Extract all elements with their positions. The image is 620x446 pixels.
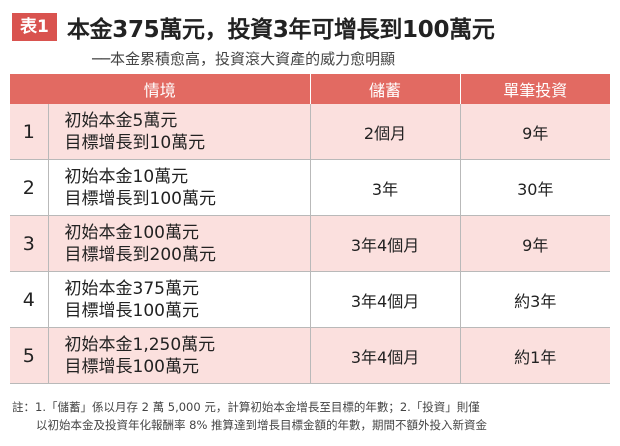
scenario-number: 2 (10, 159, 49, 216)
scenario-number: 3 (10, 215, 49, 272)
table-row: 1 初始本金5萬元 目標增長到10萬元 2個月 9年 (10, 104, 611, 160)
table-row: 3 初始本金100萬元 目標增長到200萬元 3年4個月 9年 (10, 215, 611, 272)
scenario-target: 目標增長到200萬元 (64, 244, 216, 265)
scenario-number: 4 (10, 271, 49, 328)
comparison-table: 情境 儲蓄 單筆投資 1 初始本金5萬元 目標增長到10萬元 2個月 9年 2 … (10, 74, 611, 384)
scenario-target: 目標增長100萬元 (64, 300, 199, 321)
footnote-line-1: 註：1.「儲蓄」係以月存 2 萬 5,000 元，計算初始本金增長至目標的年數；… (12, 400, 480, 414)
scenario-description: 初始本金1,250萬元 目標增長100萬元 (48, 327, 311, 384)
column-header-saving: 儲蓄 (310, 74, 461, 104)
footnote: 註：1.「儲蓄」係以月存 2 萬 5,000 元，計算初始本金增長至目標的年數；… (12, 398, 612, 434)
saving-duration: 3年4個月 (310, 215, 461, 272)
scenario-principal: 初始本金100萬元 (64, 222, 199, 243)
investment-duration: 9年 (460, 215, 611, 272)
table-row: 5 初始本金1,250萬元 目標增長100萬元 3年4個月 約1年 (10, 327, 611, 384)
saving-duration: 3年4個月 (310, 327, 461, 384)
column-header-investment: 單筆投資 (460, 74, 611, 104)
table-title: 本金375萬元，投資3年可增長到100萬元 (66, 17, 495, 43)
table-subtitle: ──本金累積愈高，投資滾大資產的威力愈明顯 (92, 50, 396, 68)
saving-duration: 2個月 (310, 104, 461, 160)
scenario-description: 初始本金5萬元 目標增長到10萬元 (48, 104, 311, 160)
scenario-target: 目標增長100萬元 (64, 356, 199, 377)
table-header-row: 情境 儲蓄 單筆投資 (10, 74, 611, 104)
footnote-line-2: 以初始本金及投資年化報酬率 8% 推算達到增長目標金額的年數，期間不額外投入新資… (36, 418, 488, 432)
column-header-scenario: 情境 (10, 74, 311, 104)
scenario-principal: 初始本金10萬元 (64, 166, 189, 187)
scenario-description: 初始本金375萬元 目標增長100萬元 (48, 271, 311, 328)
scenario-description: 初始本金100萬元 目標增長到200萬元 (48, 215, 311, 272)
scenario-number: 5 (10, 327, 49, 384)
scenario-target: 目標增長到10萬元 (64, 132, 206, 153)
scenario-description: 初始本金10萬元 目標增長到100萬元 (48, 159, 311, 216)
saving-duration: 3年4個月 (310, 271, 461, 328)
table-row: 2 初始本金10萬元 目標增長到100萬元 3年 30年 (10, 159, 611, 216)
investment-duration: 約3年 (460, 271, 611, 328)
table-tag: 表1 (12, 13, 57, 41)
table-row: 4 初始本金375萬元 目標增長100萬元 3年4個月 約3年 (10, 271, 611, 328)
investment-duration: 30年 (460, 159, 611, 216)
scenario-target: 目標增長到100萬元 (64, 188, 216, 209)
scenario-principal: 初始本金5萬元 (64, 110, 178, 131)
investment-duration: 9年 (460, 104, 611, 160)
investment-duration: 約1年 (460, 327, 611, 384)
scenario-principal: 初始本金1,250萬元 (64, 334, 216, 355)
scenario-number: 1 (10, 104, 49, 160)
table-header: 表1 本金375萬元，投資3年可增長到100萬元 (12, 10, 495, 44)
saving-duration: 3年 (310, 159, 461, 216)
scenario-principal: 初始本金375萬元 (64, 278, 199, 299)
